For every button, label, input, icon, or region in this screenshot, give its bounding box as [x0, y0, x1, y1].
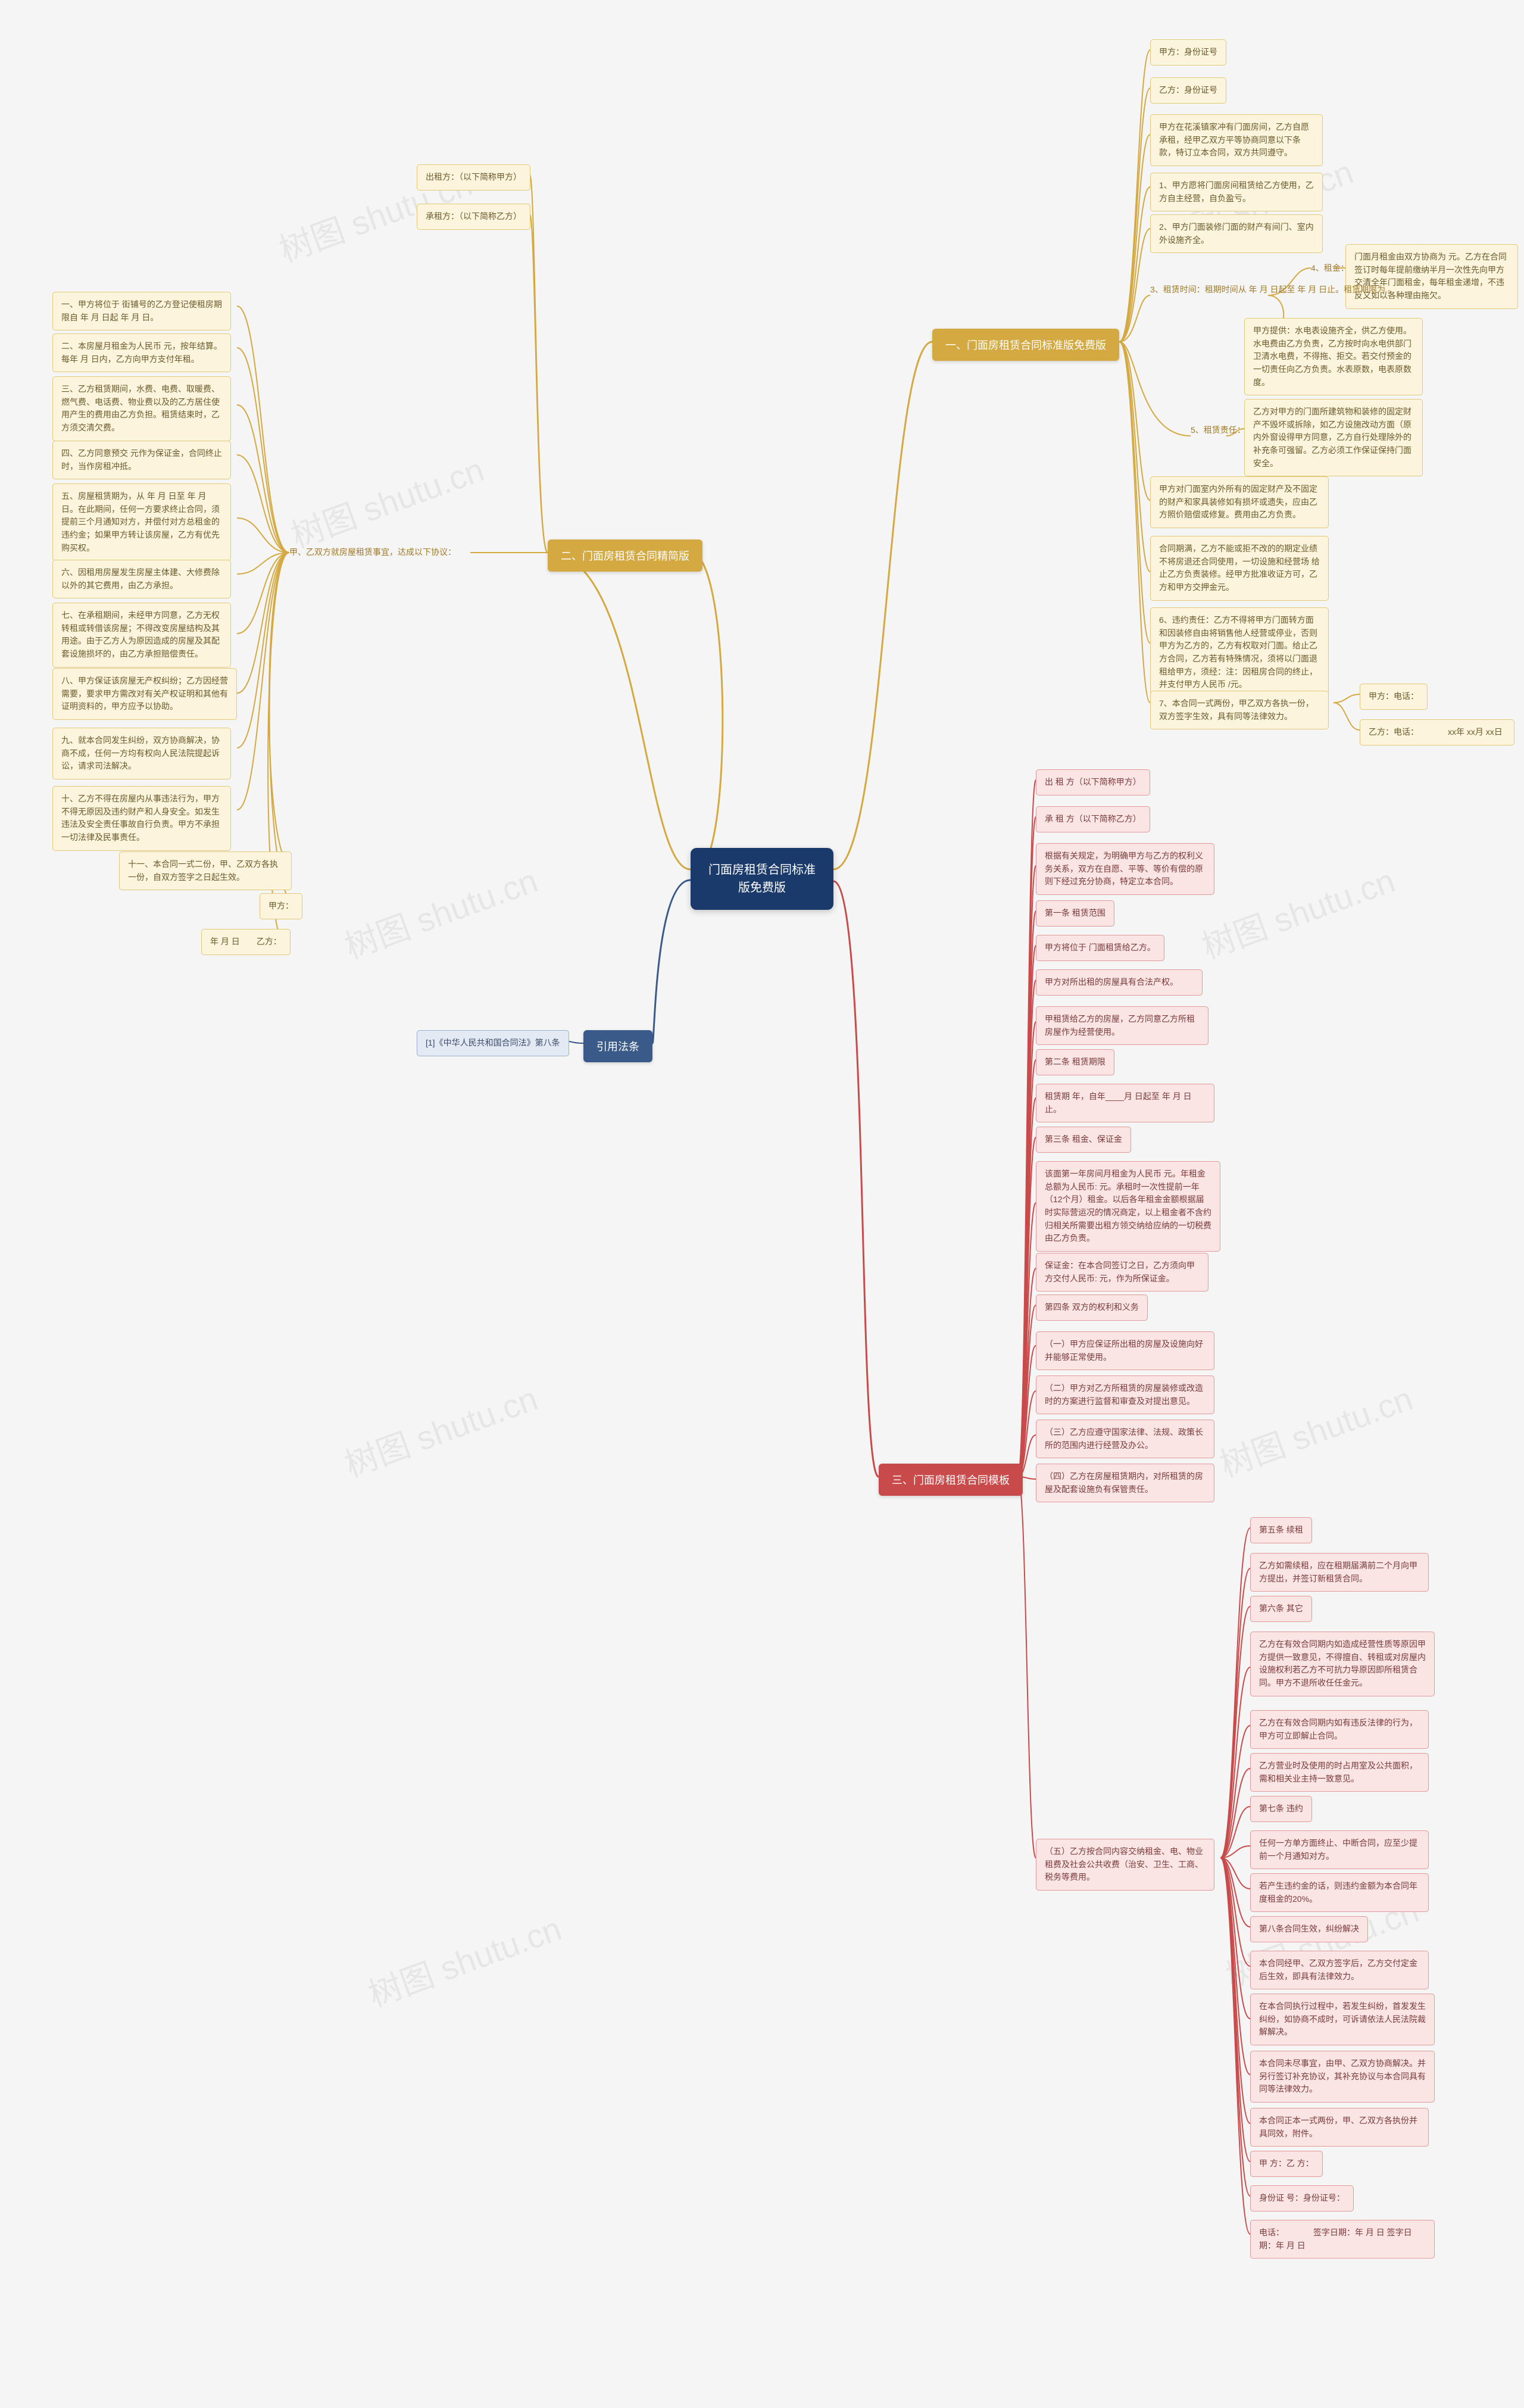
branch-4[interactable]: 引用法条: [583, 1030, 652, 1062]
leaf-node[interactable]: 乙方：电话： xx年 xx月 xx日: [1360, 719, 1514, 746]
leaf-node[interactable]: （三）乙方应遵守国家法律、法规、政策长所的范围内进行经营及办公。: [1036, 1420, 1214, 1458]
leaf-node[interactable]: （二）甲方对乙方所租赁的房屋装修或改造时的方案进行监督和审查及对提出意见。: [1036, 1375, 1214, 1414]
leaf-node[interactable]: 承租方：（以下简称乙方）: [417, 204, 530, 230]
leaf-node[interactable]: 本合同正本一式两份，甲、乙双方各执份并具同效，附件。: [1250, 2108, 1429, 2147]
leaf-node[interactable]: 该面第一年房间月租金为人民币 元。年租金总额为人民币: 元。承租时一次性提前一年…: [1036, 1161, 1220, 1252]
leaf-node[interactable]: 甲方对门面室内外所有的固定财产及不固定的财产和家具装修如有损坏或遗失，应由乙方照…: [1150, 476, 1329, 528]
mindmap-root[interactable]: 门面房租赁合同标准版免费版: [691, 848, 833, 910]
leaf-node[interactable]: 出租方：（以下简称甲方）: [417, 164, 530, 191]
leaf-node[interactable]: 第二条 租赁期限: [1036, 1049, 1114, 1075]
leaf-node[interactable]: 任何一方单方面终止、中断合同，应至少提前一个月通知对方。: [1250, 1830, 1429, 1869]
leaf-node[interactable]: 本合同未尽事宜，由甲、乙双方协商解决。并另行签订补充协议，其补充协议与本合同具有…: [1250, 2051, 1435, 2103]
leaf-node[interactable]: 九、就本合同发生纠纷，双方协商解决，协商不成，任何一方均有权向人民法院提起诉讼，…: [52, 728, 231, 779]
leaf-node[interactable]: 第六条 其它: [1250, 1596, 1312, 1622]
leaf-node[interactable]: 第七条 违约: [1250, 1796, 1312, 1822]
leaf-node[interactable]: 根据有关规定，为明确甲方与乙方的权利义务关系，双方在自愿、平等、等价有偿的原则下…: [1036, 843, 1214, 895]
leaf-node[interactable]: 承 租 方（以下简称乙方）: [1036, 806, 1150, 832]
leaf-node[interactable]: 出 租 方（以下简称甲方）: [1036, 769, 1150, 796]
leaf-node[interactable]: 电话： 签字日期：年 月 日 签字日期：年 月 日: [1250, 2220, 1435, 2259]
leaf-node[interactable]: 乙方：身份证号: [1150, 77, 1226, 104]
leaf-node[interactable]: （一）甲方应保证所出租的房屋及设施向好并能够正常使用。: [1036, 1331, 1214, 1370]
root-label: 门面房租赁合同标准版免费版: [708, 863, 816, 894]
leaf-node[interactable]: 六、因租用房屋发生房屋主体建、大修费除以外的其它费用，由乙方承担。: [52, 560, 231, 598]
leaf-node[interactable]: 第三条 租金、保证金: [1036, 1127, 1131, 1153]
leaf-node[interactable]: 保证金：在本合同签订之日，乙方须向甲方交付人民币: 元，作为所保证金。: [1036, 1253, 1208, 1292]
sub-label: 5、租赁责任：: [1191, 424, 1245, 436]
branch-1[interactable]: 一、门面房租赁合同标准版免费版: [932, 329, 1119, 361]
leaf-node[interactable]: 三、乙方租赁期间，水费、电费、取暖费、燃气费、电话费、物业费以及的乙方居住使用产…: [52, 376, 231, 441]
leaf-node[interactable]: 五、房屋租赁期为，从 年 月 日至 年 月 日。在此期间，任何一方要求终止合同，…: [52, 484, 231, 561]
leaf-node[interactable]: 乙方营业时及使用的时占用室及公共面积，需和相关业主持一致意见。: [1250, 1753, 1429, 1792]
leaf-node[interactable]: 甲方：: [260, 893, 302, 919]
leaf-node[interactable]: 七、在承租期间，未经甲方同意，乙方无权转租或转借该房屋；不得改变房屋结构及其用途…: [52, 603, 231, 667]
leaf-node[interactable]: 2、甲方门面装修门面的财产有间门、室内外设施齐全。: [1150, 214, 1323, 253]
leaf-node[interactable]: 乙方在有效合同期内如造成经营性质等原因甲方提供一致意见，不得擅自、转租或对房屋内…: [1250, 1632, 1435, 1696]
leaf-node[interactable]: 身份证 号：身份证号：: [1250, 2185, 1354, 2212]
leaf-node[interactable]: 甲方：身份证号: [1150, 39, 1226, 65]
leaf-node[interactable]: 本合同经甲、乙双方签字后，乙方交付定金后生效，即具有法律效力。: [1250, 1951, 1429, 1989]
leaf-node[interactable]: 第八条合同生效，纠纷解决: [1250, 1916, 1368, 1942]
leaf-node[interactable]: 甲 方：乙 方：: [1250, 2151, 1323, 2177]
leaf-node[interactable]: 甲租赁给乙方的房屋，乙方同意乙方所租房屋作为经营使用。: [1036, 1006, 1208, 1045]
leaf-node[interactable]: 租赁期 年，自年____月 日起至 年 月 日止。: [1036, 1084, 1214, 1122]
branch-2[interactable]: 二、门面房租赁合同精简版: [548, 539, 702, 572]
leaf-node[interactable]: 乙方如需续租，应在租期届满前二个月向甲方提出，并签订新租赁合同。: [1250, 1553, 1429, 1592]
leaf-node[interactable]: 四、乙方同意预交 元作为保证金，合同终止时，当作房租冲抵。: [52, 441, 231, 479]
leaf-node[interactable]: （四）乙方在房屋租赁期内，对所租赁的房屋及配套设施负有保管责任。: [1036, 1464, 1214, 1502]
leaf-node[interactable]: [1]《中华人民共和国合同法》第八条: [417, 1030, 569, 1056]
leaf-node[interactable]: 6、违约责任：乙方不得将甲方门面转方面和因装修自由将销售他人经营或停业，否则甲方…: [1150, 607, 1329, 698]
leaf-node[interactable]: 若产生违约金的话，则违约金额为本合同年度租金的20%。: [1250, 1873, 1429, 1912]
leaf-node[interactable]: 八、甲方保证该房屋无产权纠纷；乙方因经营需要，要求甲方需改对有关产权证明和其他有…: [52, 668, 237, 720]
leaf-node[interactable]: 7、本合同一式两份，甲乙双方各执一份，双方签字生效，具有同等法律效力。: [1150, 691, 1329, 729]
leaf-node[interactable]: 甲方：电话：: [1360, 684, 1428, 710]
leaf-node[interactable]: 在本合同执行过程中，若发生纠纷，首发发生纠纷，如协商不成时，可诉请依法人民法院裁…: [1250, 1994, 1435, 2045]
leaf-node[interactable]: 第一条 租赁范围: [1036, 900, 1114, 927]
leaf-node[interactable]: 甲方将位于 门面租赁给乙方。: [1036, 935, 1164, 961]
leaf-node[interactable]: 甲方对所出租的房屋具有合法产权。: [1036, 969, 1203, 996]
leaf-node[interactable]: 一、甲方将位于 街铺号的乙方登记使租房期限自 年 月 日起 年 月 日。: [52, 292, 231, 330]
sub-label: 4、租金：: [1311, 262, 1349, 274]
leaf-node[interactable]: 乙方对甲方的门面所建筑物和装修的固定财产不毁坏或拆除，如乙方设施改动方面（原内外…: [1244, 399, 1423, 476]
sub-label: 甲、乙双方就房屋租赁事宜，达成以下协议：: [289, 546, 456, 558]
leaf-node[interactable]: 第五条 续租: [1250, 1517, 1312, 1543]
leaf-node[interactable]: 二、本房屋月租金为人民币 元，按年结算。每年 月 日内，乙方向甲方支付年租。: [52, 333, 231, 372]
sub-label: 3、租赁时间：租期时间从 年 月 日起至 年 月 日止。租赁期限为 。: [1150, 283, 1396, 295]
leaf-node[interactable]: 甲方提供：水电表设施齐全，供乙方使用。水电费由乙方负责，乙方按时向水电供部门卫清…: [1244, 318, 1423, 395]
leaf-node[interactable]: 门面月租金由双方协商为 元。乙方在合同签订时每年提前缴纳半月一次性先向甲方交清全…: [1345, 244, 1518, 309]
leaf-node[interactable]: 乙方在有效合同期内如有违反法律的行为，甲方可立即解止合同。: [1250, 1710, 1429, 1749]
leaf-node[interactable]: 十一、本合同一式二份，甲、乙双方各执一份，自双方签字之日起生效。: [119, 851, 292, 890]
branch-3[interactable]: 三、门面房租赁合同模板: [879, 1464, 1023, 1496]
leaf-node[interactable]: 年 月 日 乙方：: [201, 929, 291, 955]
leaf-node[interactable]: 十、乙方不得在房屋内从事违法行为，甲方不得无原因及违约财产和人身安全。如发生违法…: [52, 786, 231, 851]
leaf-node[interactable]: 甲方在花溪镇家冲有门面房间，乙方自愿承租，经甲乙双方平等协商同意以下条款，特订立…: [1150, 114, 1323, 166]
leaf-node[interactable]: 第四条 双方的权利和义务: [1036, 1295, 1148, 1321]
leaf-node[interactable]: 合同期满，乙方不能或拒不改的的期定业绩不将房退还合同使用，一切设施和经营场 给止…: [1150, 536, 1329, 601]
sub-label[interactable]: （五）乙方按合同内容交纳租金、电、物业租费及社会公共收费（治安、卫生、工商、税务…: [1036, 1839, 1214, 1891]
leaf-node[interactable]: 1、甲方愿将门面房间租赁给乙方使用，乙方自主经营，自负盈亏。: [1150, 173, 1323, 211]
